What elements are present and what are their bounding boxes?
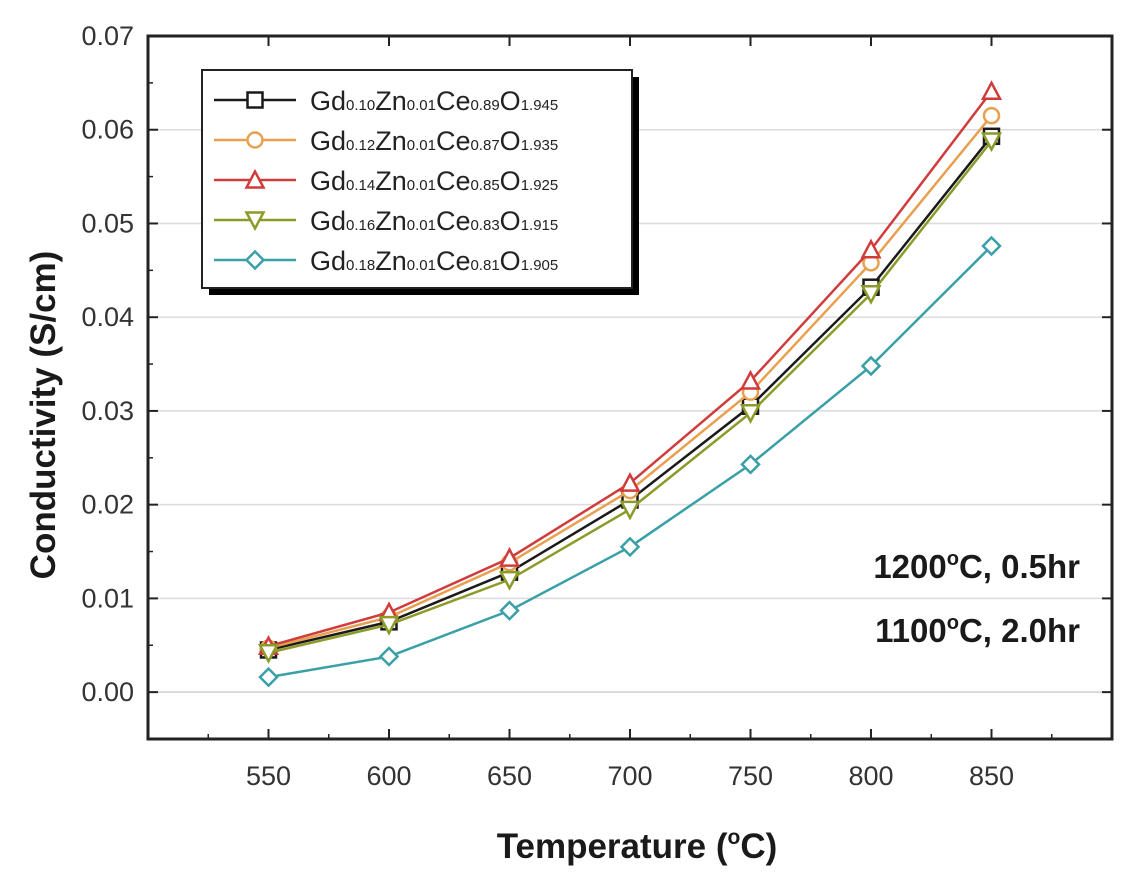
data-point xyxy=(739,369,762,390)
y-tick-label: 0.01 xyxy=(81,583,134,613)
y-axis-title: Conductivity (S/cm) xyxy=(24,251,63,580)
data-point xyxy=(740,454,761,475)
legend-item: Gd0.18Zn0.01Ce0.81O1.905 xyxy=(214,246,558,276)
legend-marker xyxy=(244,249,266,271)
legend-item: Gd0.14Zn0.01Ce0.85O1.925 xyxy=(214,166,558,196)
data-point xyxy=(498,546,521,567)
legend: Gd0.10Zn0.01Ce0.89O1.945 Gd0.12Zn0.01Ce0.… xyxy=(201,69,639,295)
data-point xyxy=(499,600,520,621)
y-tick-label: 0.02 xyxy=(81,490,134,520)
y-tick-label: 0.06 xyxy=(81,115,134,145)
series-4 xyxy=(257,132,1003,664)
x-axis-title: Temperature (oC) xyxy=(497,826,778,866)
data-point xyxy=(619,471,641,492)
x-tick-label: 600 xyxy=(366,761,411,791)
legend-label: Gd0.10Zn0.01Ce0.89O1.945 xyxy=(310,86,558,116)
y-tick-label: 0.05 xyxy=(81,208,134,238)
legend-item: Gd0.10Zn0.01Ce0.89O1.945 xyxy=(214,86,558,116)
data-point xyxy=(980,132,1003,153)
legend-label: Gd0.18Zn0.01Ce0.81O1.905 xyxy=(310,246,558,276)
x-tick-label: 700 xyxy=(607,761,652,791)
data-point xyxy=(860,238,882,259)
x-tick-label: 800 xyxy=(848,761,893,791)
series-group xyxy=(257,80,1003,688)
data-point xyxy=(498,570,521,591)
data-point xyxy=(619,500,641,521)
legend-marker xyxy=(244,168,266,189)
x-tick-label: 850 xyxy=(969,761,1014,791)
y-tick-label: 0.04 xyxy=(81,302,134,332)
legend-label: Gd0.14Zn0.01Ce0.85O1.925 xyxy=(310,166,558,196)
data-point xyxy=(739,404,762,424)
data-point xyxy=(860,285,882,305)
data-point xyxy=(258,666,279,688)
legend-label: Gd0.12Zn0.01Ce0.87O1.935 xyxy=(310,126,558,156)
x-tick-label: 550 xyxy=(246,761,291,791)
data-point xyxy=(982,106,1001,125)
legend-item: Gd0.16Zn0.01Ce0.83O1.915 xyxy=(214,206,558,236)
annotation-line-1: 1200oC, 0.5hr xyxy=(873,548,1080,585)
legend-item: Gd0.12Zn0.01Ce0.87O1.935 xyxy=(214,126,558,156)
data-point xyxy=(378,615,400,636)
x-tick-label: 750 xyxy=(728,761,773,791)
y-tick-label: 0.00 xyxy=(81,677,134,707)
legend-marker xyxy=(246,131,264,149)
x-tick-label: 650 xyxy=(487,761,532,791)
legend-marker xyxy=(246,91,264,109)
data-point xyxy=(980,80,1003,101)
y-tick-label: 0.03 xyxy=(81,396,134,426)
series-5 xyxy=(258,235,1002,688)
data-point xyxy=(619,536,641,558)
annotation-line-2: 1100oC, 2.0hr xyxy=(875,612,1080,649)
data-point xyxy=(378,646,400,667)
data-point xyxy=(981,235,1002,257)
y-tick-label: 0.07 xyxy=(81,21,134,51)
legend-marker xyxy=(244,211,266,232)
data-point xyxy=(257,644,280,664)
legend-label: Gd0.16Zn0.01Ce0.83O1.915 xyxy=(310,206,558,236)
axes: 0.00 0.01 0.02 0.03 0.04 0.05 0.06 0.07 550 600 65… xyxy=(81,21,1114,791)
data-point xyxy=(860,355,882,377)
